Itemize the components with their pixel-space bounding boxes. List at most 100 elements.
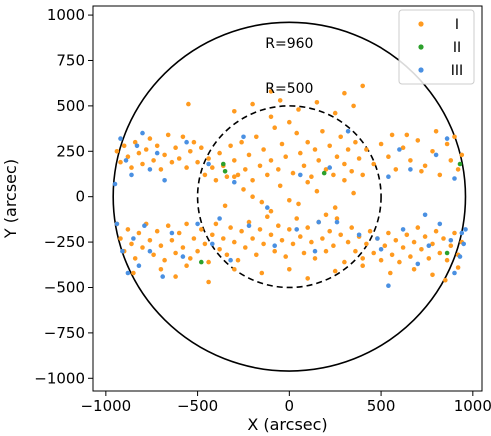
point: [232, 174, 237, 179]
point: [257, 227, 263, 232]
point: [408, 158, 413, 163]
point: [206, 156, 211, 161]
point: [199, 259, 204, 265]
point: [345, 129, 351, 134]
point: [213, 221, 219, 227]
point: [393, 167, 399, 172]
y-tick-label: 1000: [47, 6, 85, 24]
legend-marker-III: [418, 67, 424, 73]
point: [232, 158, 237, 163]
point: [232, 109, 237, 114]
legend-label-I: I: [455, 17, 459, 33]
point: [298, 172, 303, 178]
point: [349, 169, 355, 174]
y-tick-label: −500: [44, 278, 85, 296]
point: [224, 174, 230, 179]
point: [228, 257, 233, 263]
point: [173, 274, 178, 279]
point: [114, 221, 120, 227]
x-tick-label: −500: [177, 397, 218, 415]
point: [331, 172, 336, 178]
point: [371, 161, 377, 167]
point: [154, 150, 160, 156]
point: [360, 83, 366, 89]
point: [176, 230, 182, 236]
point: [239, 228, 244, 234]
point: [140, 245, 145, 250]
point: [386, 174, 391, 179]
point: [132, 139, 138, 145]
point: [320, 236, 325, 241]
point: [360, 263, 366, 269]
point: [169, 238, 175, 243]
point: [287, 227, 292, 232]
point: [188, 256, 193, 261]
point: [184, 221, 189, 227]
point: [290, 170, 296, 176]
point: [338, 232, 344, 238]
y-tick-label: 0: [75, 188, 85, 206]
point: [426, 243, 432, 248]
point: [232, 267, 237, 272]
series-III: [112, 129, 468, 289]
point: [332, 205, 338, 210]
point: [184, 139, 189, 145]
point: [422, 234, 428, 239]
point: [334, 216, 340, 221]
point: [125, 270, 131, 276]
point: [241, 134, 246, 140]
point: [250, 194, 255, 199]
point: [422, 163, 428, 169]
point: [386, 154, 391, 159]
point: [228, 143, 233, 149]
point: [452, 134, 457, 140]
point: [323, 248, 329, 254]
point: [386, 230, 391, 236]
point: [246, 152, 252, 158]
point: [210, 241, 215, 247]
x-tick-label: 0: [285, 397, 295, 415]
point: [452, 176, 457, 181]
point: [112, 181, 118, 187]
point: [338, 134, 344, 140]
point: [265, 214, 270, 219]
point: [268, 232, 274, 238]
plot-frame: [92, 5, 483, 392]
point: [388, 270, 393, 276]
circle-r960: [112, 21, 467, 372]
point: [239, 139, 244, 145]
point: [228, 225, 233, 230]
legend-label-III: III: [451, 63, 463, 79]
point: [134, 143, 140, 149]
point: [301, 163, 307, 169]
point: [131, 270, 136, 276]
point: [125, 154, 131, 159]
point: [217, 216, 222, 221]
point: [129, 172, 134, 178]
point: [452, 230, 457, 236]
point: [118, 136, 123, 141]
point: [199, 145, 204, 150]
point: [305, 276, 311, 281]
point: [287, 119, 292, 125]
point: [305, 179, 311, 185]
point: [334, 219, 340, 225]
point: [114, 149, 120, 154]
point: [448, 158, 454, 163]
point: [268, 89, 274, 94]
point: [123, 158, 129, 163]
legend-marker-I: [418, 21, 424, 27]
point: [309, 239, 314, 245]
point: [321, 170, 327, 176]
point: [180, 254, 186, 259]
point: [404, 232, 410, 238]
y-tick-label: −1000: [34, 369, 85, 387]
point: [136, 263, 142, 269]
point: [448, 238, 454, 243]
point: [323, 212, 329, 218]
point: [349, 225, 355, 230]
axis-ticks: −1000 −500 0 500 1000 −1000 −750 −500 −250 0 250 50…: [34, 6, 491, 415]
point: [298, 150, 303, 156]
point: [457, 254, 463, 259]
point: [415, 261, 421, 267]
